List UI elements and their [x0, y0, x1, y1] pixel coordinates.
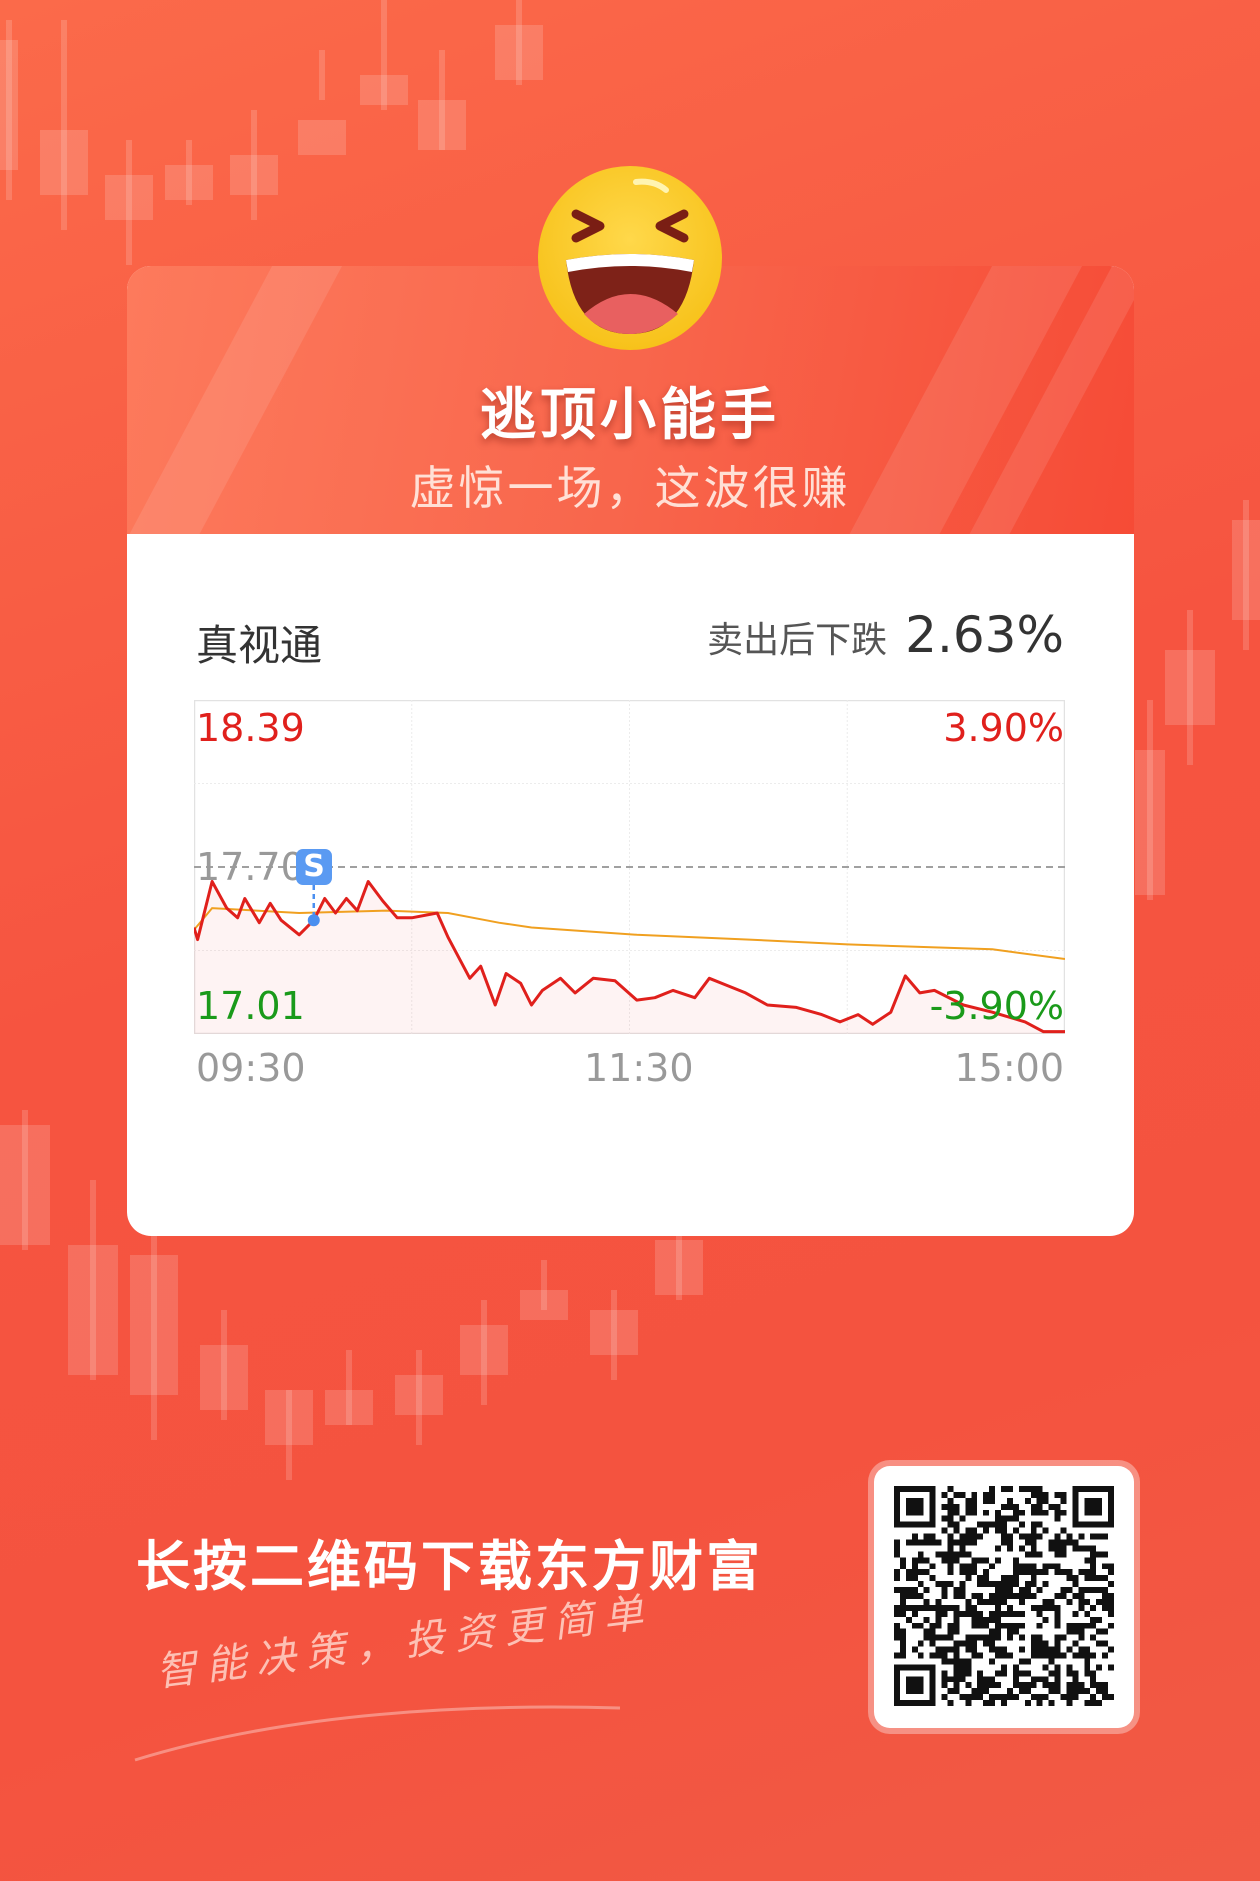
drop-after-sell: 卖出后下跌 2.63% [707, 606, 1064, 664]
background-candle [40, 130, 88, 195]
drop-value: 2.63% [905, 606, 1064, 664]
background-candle-wick [61, 20, 67, 230]
background-candle [130, 1255, 178, 1395]
result-card [127, 266, 1134, 1236]
background-candle [1135, 750, 1165, 895]
sell-marker-badge: S [296, 849, 332, 885]
sell-marker-dot [307, 914, 320, 927]
background-candle [68, 1245, 118, 1375]
y-label-right-top: 3.90% [943, 706, 1064, 750]
background-candle-wick [481, 1300, 487, 1405]
qr-code-card[interactable] [874, 1466, 1134, 1728]
background-candle [1165, 650, 1215, 725]
background-candle [360, 75, 408, 105]
drop-label: 卖出后下跌 [707, 620, 888, 661]
stock-name: 真视通 [196, 621, 323, 670]
background-candle-wick [90, 1180, 96, 1380]
achievement-title: 逃顶小能手 [480, 383, 780, 448]
background-candle [590, 1310, 638, 1355]
background-candle-wick [186, 140, 192, 205]
background-candle-wick [319, 50, 325, 100]
achievement-subtitle: 虚惊一场，这波很赚 [409, 461, 851, 515]
background-candle [520, 1290, 568, 1320]
background-candle [165, 165, 213, 200]
laughing-face-icon [538, 166, 722, 350]
price-area [194, 881, 1065, 1034]
background-candle-wick [516, 0, 522, 85]
background-candle [395, 1375, 443, 1415]
background-candle-wick [151, 1230, 157, 1440]
background-candle-wick [1147, 700, 1153, 900]
avg-price-line [194, 907, 1065, 960]
background-candle-wick [286, 1390, 292, 1480]
background-candle-wick [541, 1260, 547, 1310]
background-candle [105, 175, 153, 220]
background-candle-wick [221, 1310, 227, 1420]
background-candle [200, 1345, 248, 1410]
background-candle [495, 25, 543, 80]
x-label-open: 09:30 [196, 1046, 306, 1090]
background-candle-wick [1243, 500, 1249, 650]
background-candle-wick [439, 50, 445, 150]
background-candle-wick [416, 1350, 422, 1445]
background-candle-wick [1187, 610, 1193, 765]
background-candle-wick [611, 1290, 617, 1380]
x-label-close: 15:00 [954, 1046, 1064, 1090]
slogan-swoosh [134, 1705, 621, 1762]
background-candle [298, 120, 346, 155]
background-candle-wick [381, 0, 387, 110]
x-label-midday: 11:30 [584, 1046, 694, 1090]
download-tagline: 长按二维码下载东方财富 [136, 1535, 763, 1598]
y-label-top: 18.39 [196, 706, 305, 750]
background-candle-wick [346, 1350, 352, 1425]
background-candle [1232, 520, 1260, 620]
background-candle [325, 1390, 373, 1425]
y-label-middle: 17.70 [196, 845, 305, 889]
y-label-bottom: 17.01 [196, 984, 305, 1028]
background-candle-wick [126, 140, 132, 265]
qr-code-icon[interactable] [894, 1486, 1114, 1706]
qr-modules [894, 1486, 1114, 1706]
background-candle [655, 1240, 703, 1295]
y-label-right-bottom: -3.90% [929, 984, 1064, 1028]
background-candle [265, 1390, 313, 1445]
background-candle [460, 1325, 508, 1375]
price-line [194, 880, 1065, 1034]
background-candle [0, 40, 18, 170]
background-candle [418, 100, 466, 150]
background-candle-wick [22, 1110, 28, 1250]
background-candle [230, 155, 278, 195]
background-candle-wick [6, 20, 12, 200]
background-candle-wick [676, 1220, 682, 1300]
background-candle-wick [251, 110, 257, 220]
background-candle [0, 1125, 50, 1245]
intraday-chart [194, 700, 1065, 1034]
